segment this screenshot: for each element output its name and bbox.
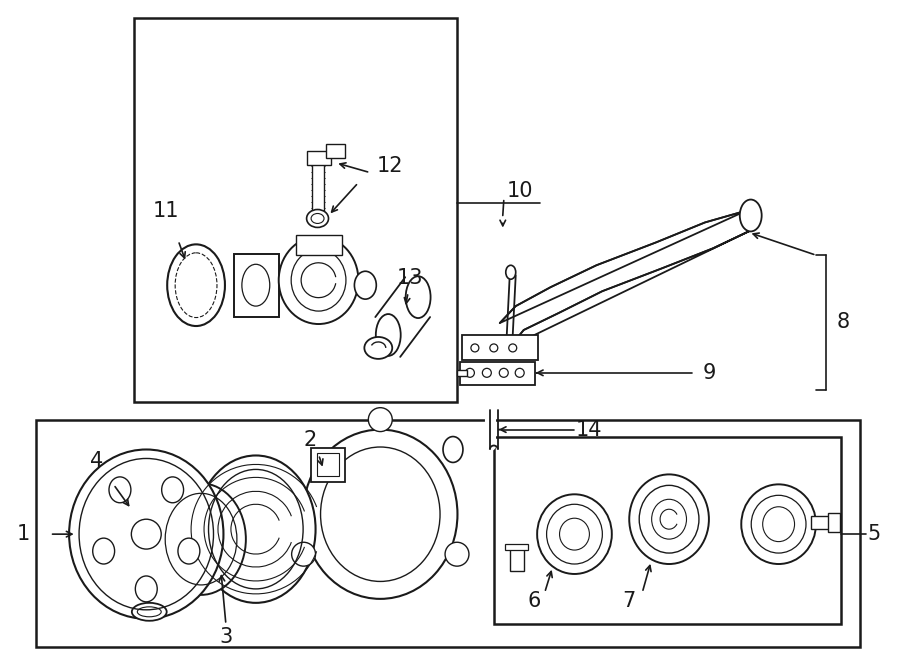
Ellipse shape	[506, 265, 516, 279]
Ellipse shape	[537, 494, 612, 574]
Ellipse shape	[157, 483, 246, 595]
Bar	[296, 235, 343, 255]
Bar	[311, 163, 323, 210]
Text: 11: 11	[153, 200, 179, 221]
Bar	[812, 516, 833, 529]
Bar	[460, 362, 535, 385]
Text: 5: 5	[868, 524, 881, 544]
Circle shape	[508, 344, 517, 352]
Bar	[234, 254, 279, 317]
Text: 13: 13	[397, 268, 423, 288]
Bar	[36, 420, 860, 646]
Text: 9: 9	[702, 363, 716, 383]
Ellipse shape	[740, 200, 761, 231]
Ellipse shape	[629, 475, 709, 564]
Text: 8: 8	[837, 312, 850, 332]
Bar	[310, 447, 346, 483]
Ellipse shape	[69, 449, 223, 619]
Circle shape	[471, 344, 479, 352]
Ellipse shape	[376, 314, 400, 356]
Ellipse shape	[167, 245, 225, 326]
Bar	[317, 453, 339, 477]
Ellipse shape	[364, 337, 392, 359]
Text: 12: 12	[377, 156, 403, 176]
Ellipse shape	[307, 210, 328, 227]
Bar	[509, 547, 524, 571]
Text: 4: 4	[90, 451, 104, 471]
Circle shape	[482, 368, 491, 377]
Text: 1: 1	[17, 524, 31, 544]
Circle shape	[515, 368, 524, 377]
Text: 14: 14	[576, 420, 603, 440]
Ellipse shape	[178, 538, 200, 564]
Ellipse shape	[131, 603, 166, 621]
Ellipse shape	[406, 276, 430, 318]
Ellipse shape	[93, 538, 114, 564]
Bar	[326, 144, 346, 158]
Ellipse shape	[109, 477, 130, 503]
Text: 7: 7	[623, 591, 636, 611]
Ellipse shape	[355, 271, 376, 299]
Ellipse shape	[742, 485, 816, 564]
Circle shape	[500, 368, 508, 377]
Ellipse shape	[303, 430, 457, 599]
Bar	[828, 513, 841, 532]
Text: 3: 3	[220, 627, 232, 646]
Bar	[505, 544, 527, 550]
Ellipse shape	[196, 455, 316, 603]
Circle shape	[292, 542, 316, 566]
Ellipse shape	[279, 237, 358, 324]
Circle shape	[465, 368, 474, 377]
Bar	[307, 151, 330, 165]
Ellipse shape	[162, 477, 184, 503]
Circle shape	[368, 408, 392, 432]
Circle shape	[490, 344, 498, 352]
Bar	[457, 370, 467, 376]
Ellipse shape	[443, 436, 463, 463]
Bar	[462, 335, 537, 360]
Bar	[134, 19, 457, 402]
Circle shape	[446, 542, 469, 566]
Ellipse shape	[135, 576, 158, 602]
Bar	[494, 436, 842, 624]
Text: 10: 10	[507, 180, 533, 200]
Circle shape	[131, 519, 161, 549]
Text: 6: 6	[528, 591, 541, 611]
Text: 2: 2	[304, 430, 317, 449]
